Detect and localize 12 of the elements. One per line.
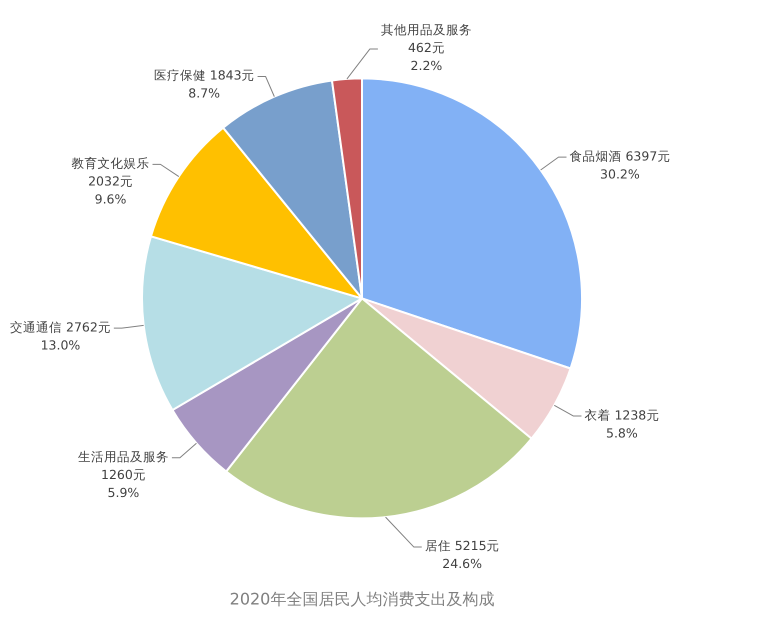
- data-label: 462元 2.2%: [408, 40, 445, 74]
- slice-label: 衣着 1238元 5.8%: [584, 407, 660, 440]
- data-label: 2032元 9.6%: [88, 174, 133, 207]
- text: 2020年全国居民人均消费支出及构成: [230, 590, 494, 609]
- slice-label: 教育文化娱乐: [72, 156, 150, 171]
- slice-label: 食品烟酒 6397元 30.2%: [569, 148, 670, 182]
- data-label: 1260元 5.9%: [100, 467, 146, 500]
- slice-label: 居住 5215元 24.6%: [424, 538, 500, 572]
- slice-label: 生活用品及服务: [78, 449, 169, 464]
- slice-label: 其他用品及服务: [380, 22, 472, 38]
- slice-label: 交通通信 2762元 13.0%: [10, 319, 111, 352]
- slice-label: 医疗保健 1843元 8.7%: [154, 68, 255, 101]
